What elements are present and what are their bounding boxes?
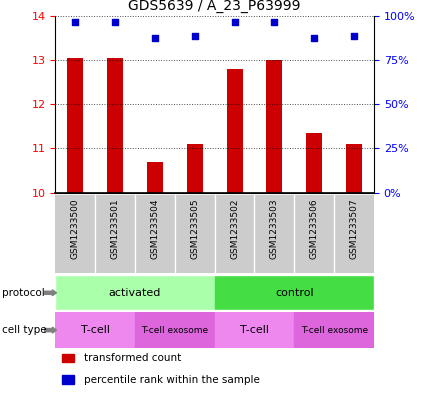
- Bar: [135, 312, 215, 348]
- Text: activated: activated: [109, 288, 161, 298]
- Point: [72, 19, 79, 26]
- Bar: [227, 69, 243, 193]
- Bar: [215, 312, 294, 348]
- Text: GSM1233506: GSM1233506: [310, 198, 319, 259]
- Text: cell type: cell type: [2, 325, 47, 335]
- Text: T-cell exosome: T-cell exosome: [300, 326, 368, 334]
- Bar: [215, 275, 374, 310]
- Point: [311, 35, 317, 41]
- Bar: [67, 58, 83, 193]
- Bar: [346, 144, 362, 193]
- Text: GSM1233501: GSM1233501: [110, 198, 119, 259]
- Point: [271, 19, 278, 26]
- Text: T-cell: T-cell: [240, 325, 269, 335]
- Point: [151, 35, 158, 41]
- Bar: [107, 58, 123, 193]
- Text: transformed count: transformed count: [84, 353, 181, 363]
- Text: control: control: [275, 288, 314, 298]
- Bar: [62, 375, 74, 384]
- Text: protocol: protocol: [2, 288, 45, 298]
- Text: GSM1233504: GSM1233504: [150, 198, 159, 259]
- Bar: [266, 60, 282, 193]
- Text: GSM1233502: GSM1233502: [230, 198, 239, 259]
- Text: T-cell exosome: T-cell exosome: [141, 326, 208, 334]
- Text: T-cell: T-cell: [81, 325, 110, 335]
- Text: GSM1233500: GSM1233500: [71, 198, 79, 259]
- Bar: [294, 312, 374, 348]
- Title: GDS5639 / A_23_P63999: GDS5639 / A_23_P63999: [128, 0, 301, 13]
- Bar: [62, 354, 74, 362]
- Text: GSM1233505: GSM1233505: [190, 198, 199, 259]
- Bar: [306, 133, 322, 193]
- Point: [112, 19, 119, 26]
- Point: [191, 33, 198, 39]
- Point: [231, 19, 238, 26]
- Text: percentile rank within the sample: percentile rank within the sample: [84, 375, 260, 385]
- Point: [351, 33, 357, 39]
- Bar: [55, 312, 135, 348]
- Bar: [147, 162, 163, 193]
- Bar: [55, 275, 215, 310]
- Text: GSM1233507: GSM1233507: [350, 198, 359, 259]
- Text: GSM1233503: GSM1233503: [270, 198, 279, 259]
- Bar: [187, 144, 203, 193]
